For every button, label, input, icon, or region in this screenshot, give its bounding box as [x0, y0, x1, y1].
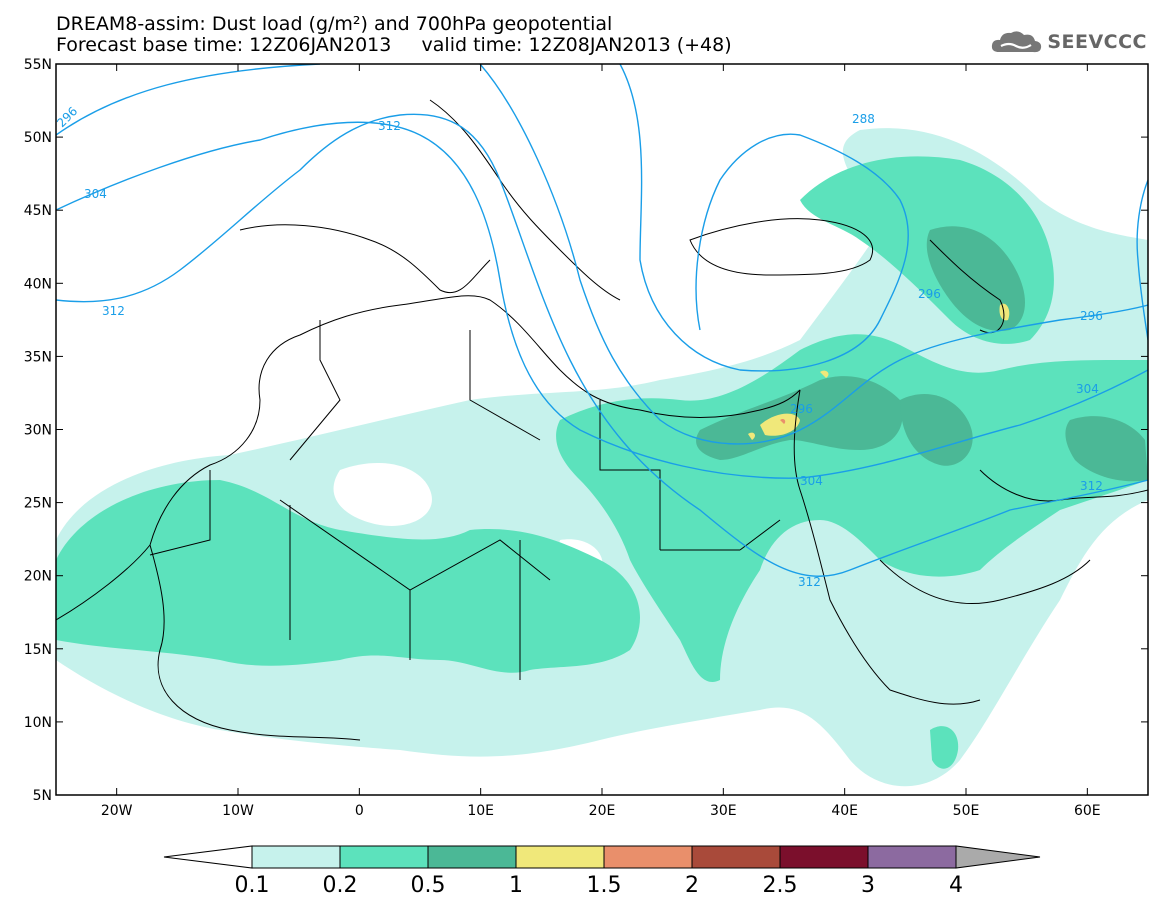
- lat-tick-label: 5N: [33, 788, 52, 804]
- legend-label: 1: [509, 873, 523, 898]
- legend-swatch: [515, 845, 605, 869]
- lon-tick-label: 30E: [710, 803, 737, 819]
- contour-label: 296: [918, 287, 941, 301]
- legend-arrow-high: [955, 845, 1041, 869]
- lon-tick-label: 20W: [101, 803, 133, 819]
- dust-shading: [56, 128, 1148, 787]
- legend-label: 0.2: [323, 873, 358, 898]
- contour-label: 288: [852, 112, 875, 126]
- seevccc-logo: SEEVCCC: [989, 28, 1147, 56]
- lat-tick-label: 30N: [24, 423, 52, 439]
- longitude-axis: 20W 10W 0 10E 20E 30E 40E 50E 60E: [101, 64, 1101, 819]
- contour-label: 296: [1080, 309, 1103, 323]
- lat-tick-label: 20N: [24, 569, 52, 585]
- lon-tick-label: 0: [355, 803, 364, 819]
- colorbar-legend: 0.1 0.2 0.5 1 1.5 2 2.5 3 4: [163, 845, 1041, 898]
- contour-label: 296: [790, 402, 813, 416]
- logo-text: SEEVCCC: [1047, 31, 1147, 53]
- lat-tick-label: 40N: [24, 276, 52, 292]
- latitude-axis: 55N 50N 45N 40N 35N 30N 25N 20N 15N 10N 5N: [24, 57, 1148, 804]
- lat-tick-label: 50N: [24, 130, 52, 146]
- dust-level-0.2: [56, 480, 640, 673]
- legend-label: 0.5: [411, 873, 446, 898]
- legend-swatch: [251, 845, 341, 869]
- legend-label: 2.5: [763, 873, 798, 898]
- contour-label: 296: [54, 104, 80, 130]
- lat-tick-label: 10N: [24, 715, 52, 731]
- legend-label: 2: [685, 873, 699, 898]
- legend-swatch: [691, 845, 781, 869]
- contour-label: 312: [378, 119, 401, 133]
- legend-label: 0.1: [235, 873, 270, 898]
- legend-swatch: [339, 845, 429, 869]
- title-line-1: DREAM8-assim: Dust load (g/m²) and 700hP…: [56, 13, 613, 35]
- lat-tick-label: 55N: [24, 57, 52, 73]
- lon-tick-label: 10E: [467, 803, 494, 819]
- cloud-icon: [992, 31, 1042, 53]
- lon-tick-label: 50E: [953, 803, 980, 819]
- title-line-2: Forecast base time: 12Z06JAN2013 valid t…: [56, 34, 732, 56]
- contour-label: 312: [102, 304, 125, 318]
- lat-tick-label: 35N: [24, 349, 52, 365]
- lat-tick-label: 45N: [24, 203, 52, 219]
- geopotential-contours: [56, 64, 1148, 577]
- lon-tick-label: 60E: [1074, 803, 1101, 819]
- contour-label: 312: [1080, 479, 1103, 493]
- lat-tick-label: 25N: [24, 496, 52, 512]
- legend-label: 4: [949, 873, 963, 898]
- contour-label: 304: [84, 187, 107, 201]
- contour-label: 304: [800, 474, 823, 488]
- legend-swatch: [867, 845, 957, 869]
- legend-swatch: [603, 845, 693, 869]
- coastlines: [56, 99, 1148, 741]
- legend-swatch: [779, 845, 869, 869]
- contour-label: 312: [798, 575, 821, 589]
- lat-tick-label: 15N: [24, 642, 52, 658]
- contour-label: 304: [1076, 382, 1099, 396]
- lon-tick-label: 40E: [831, 803, 858, 819]
- dust-level-1: [760, 413, 800, 436]
- legend-label: 1.5: [587, 873, 622, 898]
- legend-swatch: [427, 845, 517, 869]
- legend-arrow-low: [163, 845, 253, 869]
- legend-label: 3: [861, 873, 875, 898]
- lon-tick-label: 10W: [222, 803, 254, 819]
- dust-level-0.5: [696, 376, 903, 460]
- lon-tick-label: 20E: [589, 803, 616, 819]
